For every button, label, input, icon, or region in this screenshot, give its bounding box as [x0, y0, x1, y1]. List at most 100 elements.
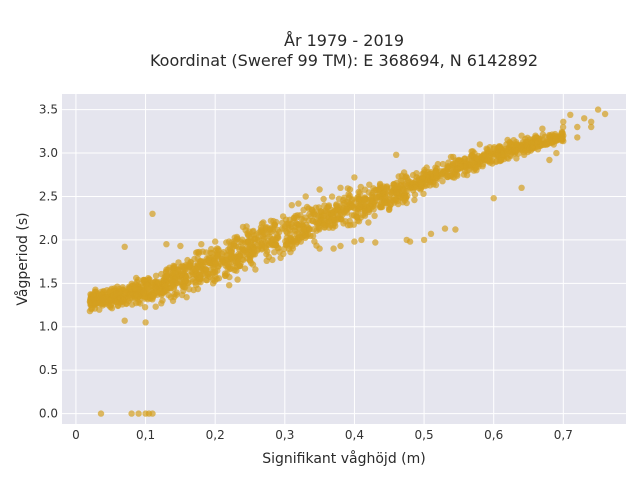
data-point	[141, 304, 149, 311]
data-point	[419, 174, 426, 182]
data-point	[243, 244, 251, 251]
data-point	[271, 249, 278, 256]
data-point	[316, 186, 323, 193]
data-point	[369, 198, 376, 205]
data-point	[365, 219, 372, 226]
data-point	[263, 224, 271, 231]
data-point	[532, 132, 539, 139]
data-point	[272, 241, 279, 248]
data-point	[208, 245, 215, 253]
data-point	[223, 270, 230, 278]
data-point	[194, 285, 202, 293]
data-point	[497, 157, 505, 164]
data-point	[171, 264, 178, 271]
data-point	[279, 213, 287, 220]
data-point	[386, 206, 393, 213]
data-point	[444, 173, 451, 181]
data-point	[249, 261, 257, 268]
data-point	[413, 170, 420, 177]
data-point	[240, 256, 247, 264]
data-point	[601, 110, 609, 118]
data-point	[155, 279, 162, 286]
data-point	[513, 141, 520, 148]
data-point	[292, 212, 299, 220]
data-point	[141, 295, 148, 302]
data-point	[447, 153, 455, 161]
data-point	[250, 235, 258, 243]
data-point	[441, 167, 449, 174]
data-point	[119, 284, 126, 291]
data-point	[122, 289, 129, 296]
data-point	[149, 210, 156, 217]
data-point	[370, 206, 377, 213]
data-point	[358, 236, 365, 244]
data-point	[206, 273, 214, 280]
data-point	[186, 286, 193, 293]
data-point	[177, 242, 184, 250]
data-point	[581, 115, 588, 122]
data-point	[539, 141, 546, 148]
data-point	[504, 136, 511, 144]
data-point	[482, 152, 490, 159]
data-point	[121, 317, 128, 324]
data-point	[546, 156, 553, 164]
data-point	[321, 202, 328, 209]
data-point	[235, 253, 243, 260]
data-point	[349, 203, 356, 210]
tick-labels: 0 0,1 0,2 0,3 0,4 0,5 0,6 0,7 0.0 0.5 1.0 1.5 2.0 2.5…	[39, 103, 573, 442]
data-point	[89, 291, 97, 298]
data-point	[337, 184, 344, 191]
x-tick-label: 0,7	[554, 428, 573, 442]
data-point	[371, 187, 378, 194]
data-point	[236, 262, 243, 270]
data-point	[588, 123, 595, 131]
data-point	[342, 205, 349, 213]
data-point	[239, 223, 247, 231]
data-point	[142, 319, 149, 326]
data-point	[114, 302, 122, 309]
data-point	[380, 183, 387, 190]
data-point	[131, 284, 139, 291]
x-tick-label: 0,1	[136, 428, 155, 442]
data-point	[427, 230, 435, 237]
data-point	[295, 200, 302, 207]
data-point	[387, 184, 395, 192]
data-point	[97, 410, 105, 417]
data-point	[490, 145, 497, 152]
data-point	[432, 175, 439, 182]
data-point	[567, 111, 574, 119]
data-point	[323, 208, 331, 216]
data-point	[167, 285, 174, 292]
data-point	[421, 166, 428, 174]
data-point	[205, 257, 212, 264]
data-point	[163, 241, 170, 248]
data-point	[241, 265, 249, 272]
data-point	[320, 195, 327, 203]
data-point	[406, 238, 414, 245]
data-point	[92, 300, 99, 308]
data-point	[313, 221, 321, 228]
data-point	[201, 267, 208, 275]
data-point	[137, 300, 144, 307]
data-point	[492, 152, 499, 159]
data-point	[371, 212, 378, 219]
data-point	[594, 106, 602, 113]
data-point	[113, 290, 120, 297]
data-point	[227, 259, 234, 266]
y-tick-label: 1.0	[39, 320, 58, 334]
data-point	[226, 282, 233, 289]
data-point	[360, 196, 368, 203]
data-point	[441, 225, 449, 232]
data-point	[325, 202, 333, 209]
data-point	[127, 291, 134, 299]
data-point	[169, 297, 177, 305]
data-point	[296, 226, 304, 233]
data-point	[560, 132, 567, 139]
data-point	[560, 118, 567, 126]
data-point	[140, 288, 147, 296]
data-point	[518, 132, 525, 139]
data-point	[513, 155, 520, 162]
chart-title-line-1: År 1979 - 2019	[284, 31, 404, 50]
data-point	[574, 134, 581, 141]
data-point	[588, 118, 595, 126]
